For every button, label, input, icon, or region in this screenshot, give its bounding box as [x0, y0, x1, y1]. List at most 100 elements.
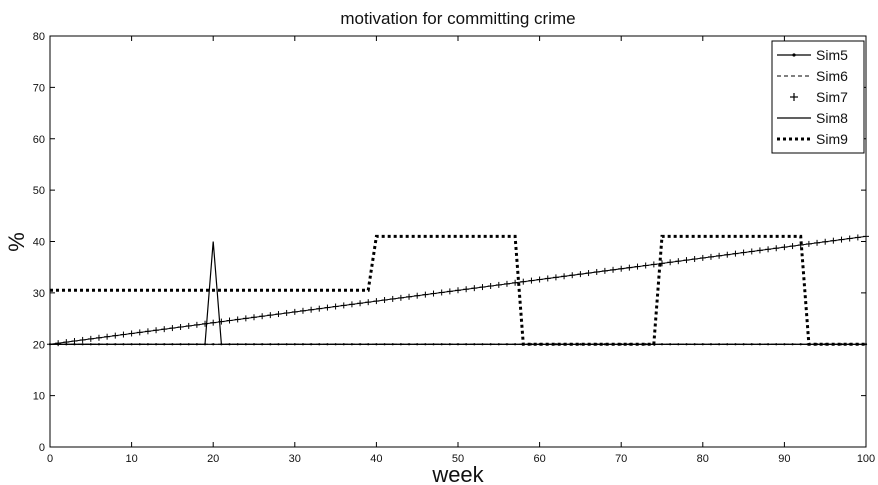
point-marker — [765, 246, 772, 253]
x-tick-label: 0 — [47, 453, 53, 465]
point-marker — [675, 258, 682, 265]
point-marker — [136, 329, 143, 336]
legend-label: Sim5 — [816, 47, 848, 63]
point-marker — [446, 288, 453, 295]
point-marker — [95, 334, 102, 341]
y-tick-label: 60 — [33, 134, 45, 146]
point-marker — [667, 259, 674, 266]
point-marker — [552, 274, 559, 281]
x-axis-label: week — [431, 462, 484, 485]
y-tick-label: 30 — [33, 288, 45, 300]
point-marker — [601, 267, 608, 274]
point-marker — [528, 277, 535, 284]
point-marker — [773, 245, 780, 252]
point-marker — [536, 276, 543, 283]
point-marker — [177, 323, 184, 330]
x-tick-label: 20 — [207, 453, 219, 465]
point-marker — [487, 282, 494, 289]
point-marker — [348, 301, 355, 308]
point-marker — [275, 311, 282, 318]
x-tick-label: 60 — [533, 453, 545, 465]
point-marker — [642, 262, 649, 269]
point-marker — [120, 331, 127, 338]
plot-area — [49, 35, 867, 448]
point-marker — [479, 284, 486, 291]
legend-items: Sim5 Sim6 Sim7 Sim8 Sim9 — [777, 47, 848, 147]
point-marker — [373, 298, 380, 305]
point-marker — [846, 235, 853, 242]
y-tick-label: 0 — [39, 442, 45, 454]
point-marker — [577, 271, 584, 278]
point-marker — [520, 278, 527, 285]
point-marker — [128, 330, 135, 337]
y-tick-label: 40 — [33, 237, 45, 249]
point-marker — [332, 303, 339, 310]
y-tick-label: 80 — [33, 31, 45, 43]
legend-label: Sim8 — [816, 110, 848, 126]
point-marker — [112, 332, 119, 339]
point-marker — [748, 248, 755, 255]
point-marker — [585, 270, 592, 277]
point-marker — [455, 287, 461, 294]
point-marker — [463, 286, 470, 293]
point-marker — [357, 300, 364, 307]
point-marker — [414, 292, 421, 299]
point-marker — [397, 294, 404, 301]
legend-label: Sim6 — [816, 68, 848, 84]
point-marker — [838, 236, 845, 243]
point-marker — [185, 322, 192, 329]
point-marker — [699, 254, 706, 261]
point-marker — [283, 309, 290, 316]
x-tick-label: 40 — [370, 453, 382, 465]
legend-item-sim7: Sim7 — [790, 89, 848, 105]
point-marker — [724, 251, 731, 258]
point-marker — [626, 264, 633, 271]
point-marker — [863, 233, 869, 240]
point-marker — [422, 291, 429, 298]
point-marker — [740, 249, 747, 256]
point-marker — [55, 340, 62, 347]
point-marker — [495, 281, 502, 288]
x-tick-label: 30 — [289, 453, 301, 465]
x-tick-label: 80 — [697, 453, 709, 465]
legend-item-sim5: Sim5 — [777, 47, 848, 63]
point-marker — [365, 299, 372, 306]
point-marker — [153, 327, 160, 334]
point-marker — [267, 312, 274, 319]
point-marker — [299, 307, 306, 314]
point-marker — [87, 335, 94, 342]
point-marker — [316, 305, 323, 312]
point-marker — [259, 313, 266, 320]
point-marker — [242, 315, 249, 322]
point-marker — [503, 280, 510, 287]
y-tick-label: 20 — [33, 339, 45, 351]
legend: Sim5 Sim6 Sim7 Sim8 Sim9 — [771, 40, 865, 154]
legend-item-sim9: Sim9 — [777, 131, 848, 147]
point-marker — [683, 257, 690, 264]
point-marker — [438, 289, 445, 296]
point-marker — [593, 268, 600, 275]
point-marker — [732, 250, 739, 257]
point-marker — [569, 272, 576, 279]
point-marker — [830, 237, 837, 244]
point-marker — [471, 285, 478, 292]
point-marker — [814, 239, 821, 246]
legend-label: Sim9 — [816, 131, 848, 147]
point-marker — [650, 261, 657, 268]
point-marker — [389, 295, 396, 302]
point-marker — [618, 265, 625, 272]
point-marker — [161, 326, 168, 333]
point-marker — [340, 302, 347, 309]
point-marker — [169, 325, 176, 332]
point-marker — [789, 243, 796, 250]
point-marker — [234, 316, 241, 323]
chart-title: motivation for committing crime — [340, 9, 575, 28]
point-marker — [544, 275, 551, 282]
x-tick-label: 70 — [615, 453, 627, 465]
series-line-sim9 — [50, 234, 866, 346]
x-tick-label: 10 — [125, 453, 137, 465]
point-marker — [381, 297, 388, 304]
x-tick-label: 50 — [452, 453, 464, 465]
x-tick-label: 100 — [857, 453, 875, 465]
